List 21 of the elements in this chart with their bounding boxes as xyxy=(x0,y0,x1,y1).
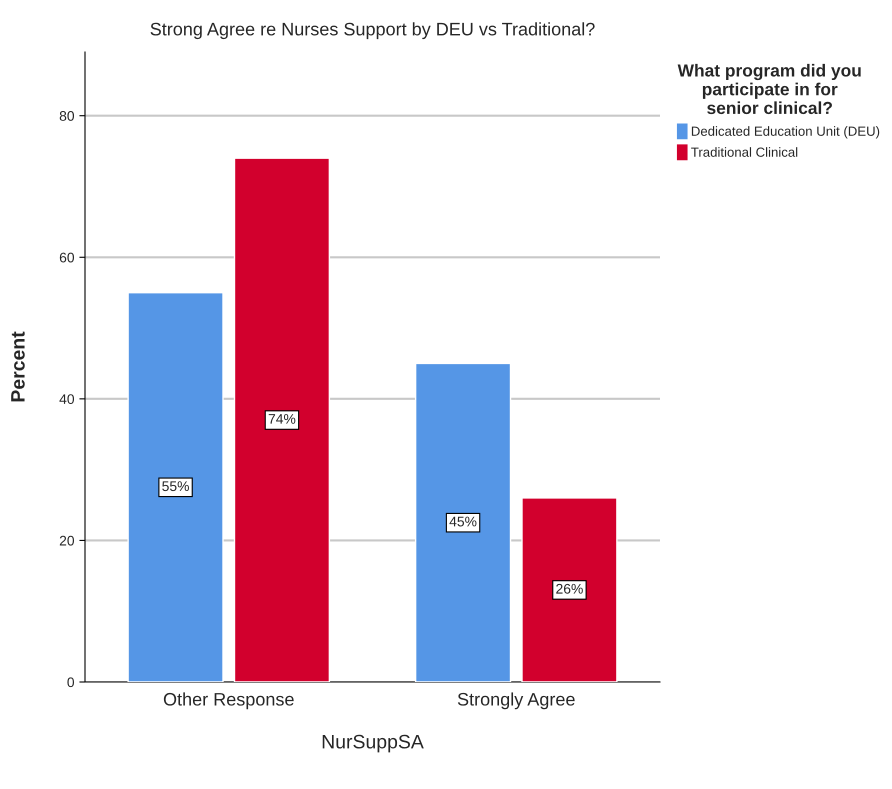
data-label: 74% xyxy=(268,414,296,424)
legend-label: Dedicated Education Unit (DEU) xyxy=(692,126,880,138)
y-tick-label: 80 xyxy=(60,111,74,121)
data-label: 26% xyxy=(556,584,583,594)
bar xyxy=(234,157,330,682)
y-tick-label: 60 xyxy=(60,252,74,262)
bar xyxy=(127,292,224,682)
x-tick-label: Other Response xyxy=(164,692,294,710)
x-tick-label: Strongly Agree xyxy=(458,692,575,710)
data-label: 45% xyxy=(449,516,476,526)
data-label: 55% xyxy=(162,481,189,492)
bar xyxy=(521,497,618,682)
bar xyxy=(414,362,512,682)
x-axis-title: NurSuppSA xyxy=(322,734,424,752)
y-tick-label: 20 xyxy=(60,536,74,546)
y-tick-label: 40 xyxy=(59,394,74,404)
y-axis-title: Percent xyxy=(11,332,25,402)
legend-label: Traditional Clinical xyxy=(691,147,798,157)
y-tick-label: 0 xyxy=(67,677,74,688)
legend-title: What program did you participate in for senior clinical? xyxy=(678,64,861,114)
chart-title: Strong Agree re Nurses Support by DEU vs Traditional? xyxy=(150,22,595,40)
